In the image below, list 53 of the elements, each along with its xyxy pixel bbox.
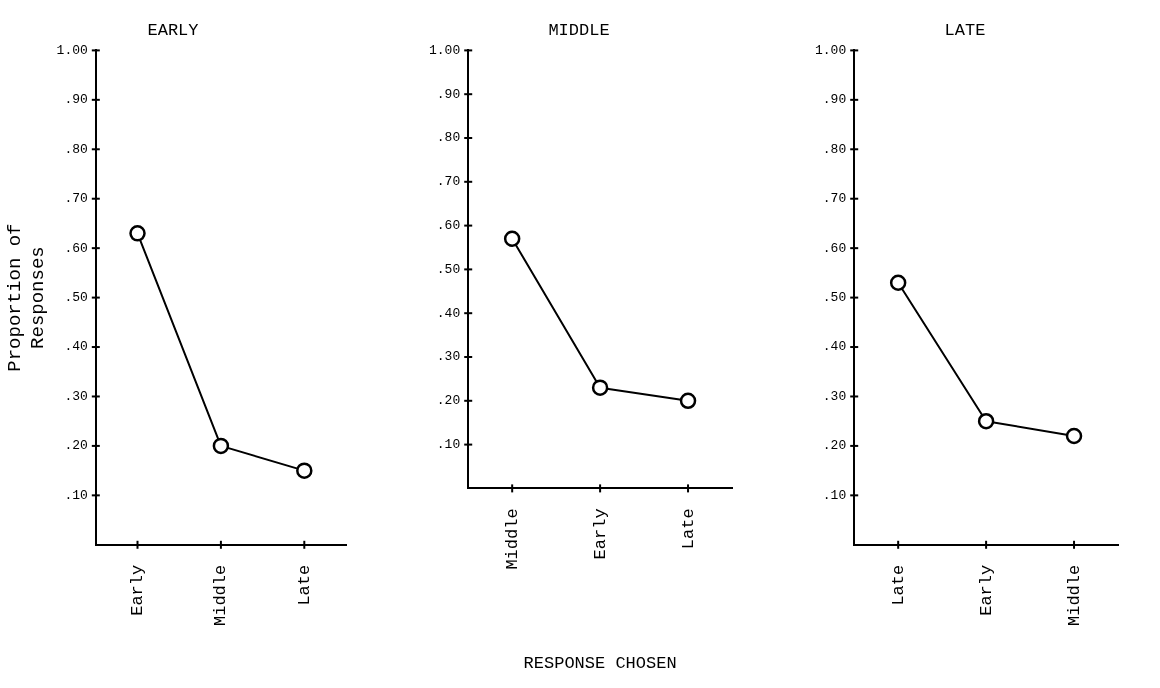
y-tick-label: 1.00 bbox=[428, 42, 461, 58]
y-tick-label: .90 bbox=[822, 92, 847, 108]
x-tick-label: Late bbox=[294, 564, 314, 606]
y-tick-label: .30 bbox=[436, 349, 461, 365]
x-tick-label: Late bbox=[678, 508, 698, 550]
y-tick-label: .10 bbox=[822, 487, 847, 503]
y-tick-label: .20 bbox=[64, 438, 88, 454]
chart-title: MIDDLE bbox=[548, 20, 610, 40]
y-tick-label: .20 bbox=[436, 393, 461, 409]
point bbox=[1065, 427, 1083, 445]
y-tick-label: .80 bbox=[64, 141, 88, 157]
chart-title: EARLY bbox=[147, 20, 199, 40]
y-tick-label: .40 bbox=[822, 339, 847, 355]
y-tick-label: .40 bbox=[436, 305, 461, 321]
point bbox=[212, 437, 230, 455]
y-tick-label: .90 bbox=[436, 86, 461, 102]
x-tick-label: Late bbox=[888, 564, 908, 606]
chart-title: LATE bbox=[944, 20, 986, 40]
y-tick-label: .80 bbox=[822, 141, 847, 157]
x-tick-label: Early bbox=[128, 564, 147, 616]
y-tick-label: .60 bbox=[822, 240, 847, 256]
point bbox=[977, 412, 995, 430]
point bbox=[679, 392, 697, 410]
y-tick-label: .70 bbox=[436, 174, 461, 190]
x-tick-label: Middle bbox=[211, 564, 231, 627]
y-tick-label: 1.00 bbox=[814, 42, 847, 58]
y-tick-label: .50 bbox=[822, 290, 847, 306]
point bbox=[503, 230, 521, 247]
y-tick-label: .70 bbox=[64, 191, 88, 207]
y-axis-title: Proportion of Responses bbox=[4, 223, 50, 372]
x-tick-label: Early bbox=[976, 564, 996, 616]
y-tick-label: .50 bbox=[64, 290, 88, 306]
point bbox=[889, 274, 907, 292]
point bbox=[129, 225, 146, 242]
x-tick-label: Middle bbox=[1064, 564, 1084, 627]
y-tick-label: .40 bbox=[64, 339, 88, 355]
y-tick-label: .70 bbox=[822, 191, 847, 207]
y-tick-label: .60 bbox=[64, 240, 88, 256]
y-tick-label: 1.00 bbox=[56, 42, 88, 58]
y-tick-label: .30 bbox=[822, 388, 847, 404]
y-tick-label: .30 bbox=[64, 388, 88, 404]
y-tick-label: .10 bbox=[64, 487, 88, 503]
y-tick-label: .60 bbox=[436, 218, 461, 234]
y-tick-label: .10 bbox=[436, 437, 461, 453]
x-tick-label: Middle bbox=[502, 508, 522, 570]
x-axis-title: RESPONSE CHOSEN bbox=[523, 654, 677, 674]
point bbox=[296, 462, 313, 479]
y-tick-label: .90 bbox=[64, 92, 88, 108]
point bbox=[591, 379, 609, 396]
y-tick-label: .80 bbox=[436, 130, 461, 146]
y-tick-label: .20 bbox=[822, 438, 847, 454]
y-tick-label: .50 bbox=[436, 261, 461, 277]
x-tick-label: Early bbox=[590, 508, 610, 560]
